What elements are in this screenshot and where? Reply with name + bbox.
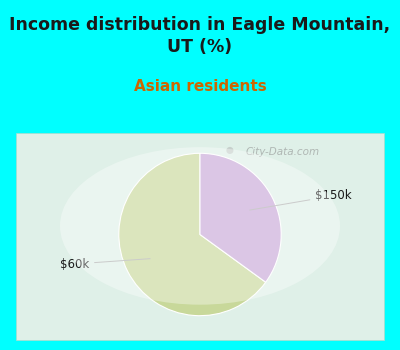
Text: $60k: $60k bbox=[60, 258, 150, 271]
Text: City-Data.com: City-Data.com bbox=[246, 147, 320, 157]
Wedge shape bbox=[200, 153, 281, 282]
Wedge shape bbox=[119, 153, 266, 316]
Text: Income distribution in Eagle Mountain,
UT (%): Income distribution in Eagle Mountain, U… bbox=[10, 16, 390, 56]
Text: $150k: $150k bbox=[250, 189, 352, 210]
Text: ⬤: ⬤ bbox=[226, 147, 234, 154]
Text: Asian residents: Asian residents bbox=[134, 79, 266, 94]
